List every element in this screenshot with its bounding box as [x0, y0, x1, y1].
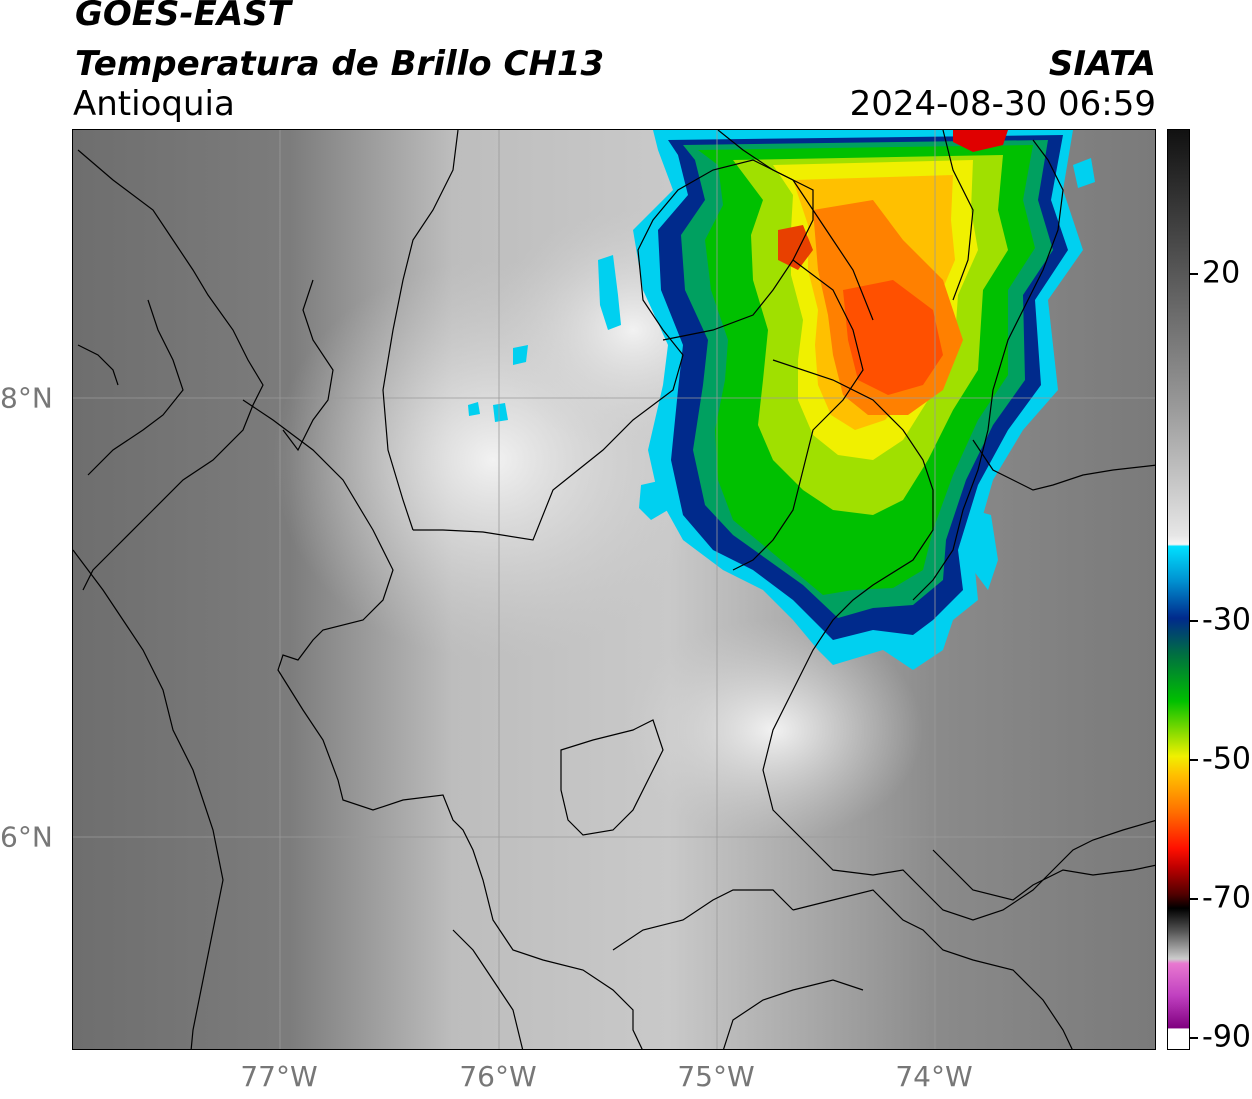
convective-storm	[468, 130, 1095, 670]
satellite-title: GOES-EAST	[75, 0, 291, 34]
region-title: Antioquia	[73, 84, 235, 124]
lat-label-8n: 8°N	[0, 381, 53, 415]
satellite-map[interactable]	[72, 129, 1156, 1050]
cb-label-neg30: -30	[1202, 602, 1251, 638]
lon-label-76w: 76°W	[459, 1060, 537, 1093]
product-title: Temperatura de Brillo CH13	[75, 44, 605, 84]
agency-title: SIATA	[1048, 44, 1156, 84]
cb-label-neg50: -50	[1202, 741, 1251, 777]
datetime-title: 2024-08-30 06:59	[849, 84, 1156, 124]
cb-tick-neg30	[1190, 620, 1198, 622]
boundaries	[73, 130, 1155, 1049]
lon-label-74w: 74°W	[895, 1060, 973, 1093]
cb-tick-20	[1190, 273, 1198, 275]
cb-label-20: 20	[1202, 255, 1241, 291]
colorbar	[1167, 129, 1190, 1050]
lon-label-75w: 75°W	[677, 1060, 755, 1093]
cb-label-neg70: -70	[1202, 880, 1251, 916]
lat-label-6n: 6°N	[0, 820, 53, 854]
cb-tick-neg70	[1190, 898, 1198, 900]
cb-tick-neg50	[1190, 759, 1198, 761]
graticule	[73, 130, 1155, 1049]
map-svg	[73, 130, 1155, 1049]
colorbar-gradient	[1168, 130, 1189, 1049]
cb-tick-neg90	[1190, 1037, 1198, 1039]
lon-label-77w: 77°W	[240, 1060, 318, 1093]
colorbar-svg	[1168, 130, 1189, 1049]
cb-label-neg90: -90	[1202, 1019, 1251, 1055]
